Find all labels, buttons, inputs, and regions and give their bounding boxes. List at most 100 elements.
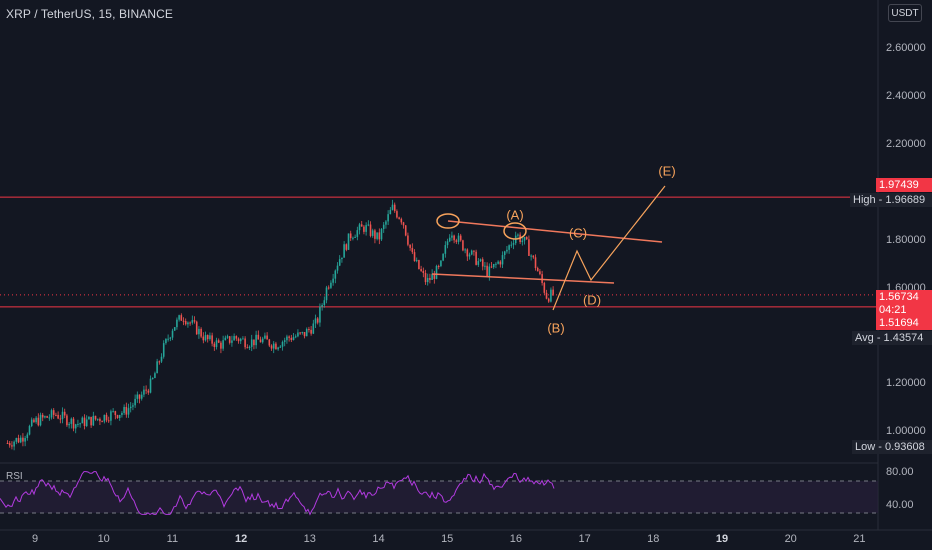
candle-body	[292, 337, 295, 340]
candle-body	[319, 306, 321, 323]
candle-body	[497, 261, 499, 264]
candle-body	[336, 265, 339, 271]
candle-body	[167, 338, 169, 340]
time-tick: 12	[234, 533, 248, 545]
candle-body	[68, 423, 70, 426]
candle-body	[338, 259, 341, 266]
candle-body	[323, 300, 326, 305]
candle-body	[297, 332, 299, 337]
candle-body	[475, 251, 477, 265]
candle-body	[409, 244, 411, 248]
candle-body	[41, 414, 44, 418]
candle-body	[266, 335, 268, 340]
candle-body	[462, 240, 464, 251]
candle-body	[349, 233, 352, 239]
candle-body	[305, 328, 308, 337]
candle-body	[341, 257, 343, 260]
candle-body	[253, 339, 255, 346]
candle-body	[118, 414, 121, 418]
candle-body	[70, 418, 73, 424]
candle-body	[442, 253, 444, 261]
candle-body	[437, 265, 440, 267]
candle-body	[107, 420, 110, 422]
candle-body	[473, 250, 475, 252]
candle-body	[352, 237, 354, 239]
candle-body	[217, 340, 220, 343]
candle-body	[451, 235, 453, 238]
candle-body	[457, 235, 460, 242]
candle-body	[275, 343, 277, 350]
candle-body	[316, 318, 319, 323]
candle-body	[367, 224, 370, 226]
candle-body	[149, 378, 152, 393]
candle-body	[264, 335, 266, 339]
candle-body	[209, 335, 211, 340]
wave-label-a[interactable]: (A)	[506, 207, 524, 223]
candle-body	[63, 411, 66, 416]
candle-body	[162, 343, 165, 357]
candle-body	[503, 251, 506, 256]
wave-label-d[interactable]: (D)	[582, 292, 602, 308]
candle-body	[376, 232, 378, 239]
price-tick: 2.20000	[886, 138, 926, 150]
candle-body	[525, 237, 528, 240]
time-tick: 17	[578, 533, 591, 545]
candle-body	[24, 438, 26, 442]
candle-body	[532, 255, 535, 258]
candle-body	[404, 225, 407, 236]
candle-body	[371, 230, 374, 236]
price-tick: 1.80000	[886, 234, 926, 246]
wave-projection-path	[552, 185, 666, 311]
candle-body	[127, 408, 130, 415]
candle-body	[536, 268, 539, 272]
price-tick: 2.40000	[886, 90, 926, 102]
rsi-indicator-label[interactable]: RSI	[6, 471, 23, 482]
candle-body	[26, 434, 29, 439]
candle-body	[429, 277, 431, 280]
candle-body	[547, 298, 550, 302]
candle-body	[539, 271, 541, 275]
high-value: 1.96689	[885, 194, 926, 206]
candle-body	[433, 273, 436, 279]
rsi-title: RSI	[6, 471, 23, 482]
last-price-value: 1.56734	[879, 291, 919, 303]
rsi-tick-lower: 40.00	[886, 499, 914, 511]
candle-body	[169, 337, 172, 339]
candle-body	[191, 320, 194, 323]
candle-body	[112, 411, 114, 413]
candle-body	[354, 236, 356, 238]
candle-body	[220, 342, 222, 349]
time-tick: 19	[715, 533, 729, 545]
candle-body	[288, 336, 290, 338]
candle-body	[308, 328, 310, 330]
candle-body	[145, 389, 147, 391]
wave-label-e[interactable]: (E)	[658, 163, 676, 179]
currency-selector[interactable]: USDT	[888, 4, 922, 22]
candle-body	[528, 239, 530, 256]
candle-body	[248, 346, 251, 348]
wave-label-c[interactable]: (C)	[568, 225, 588, 241]
symbol-title[interactable]: XRP / TetherUS, 15, BINANCE	[6, 7, 173, 21]
candle-body	[171, 330, 174, 338]
candle-body	[380, 229, 383, 240]
candle-body	[508, 245, 510, 250]
candle-body	[226, 336, 229, 338]
candle-body	[488, 266, 491, 277]
candle-body	[530, 255, 532, 257]
candle-body	[52, 410, 55, 415]
candle-body	[301, 332, 304, 334]
candle-body	[6, 443, 9, 444]
candle-body	[327, 287, 330, 289]
candle-body	[13, 441, 15, 447]
candle-body	[85, 419, 88, 427]
candle-body	[332, 278, 334, 283]
candle-body	[22, 437, 24, 442]
rsi-tick-upper: 80.00	[886, 466, 914, 478]
candle-body	[418, 260, 420, 270]
candle-body	[281, 341, 284, 347]
candle-body	[455, 240, 458, 242]
wave-label-b[interactable]: (B)	[547, 320, 565, 336]
candle-body	[283, 340, 286, 342]
candle-body	[444, 245, 447, 254]
